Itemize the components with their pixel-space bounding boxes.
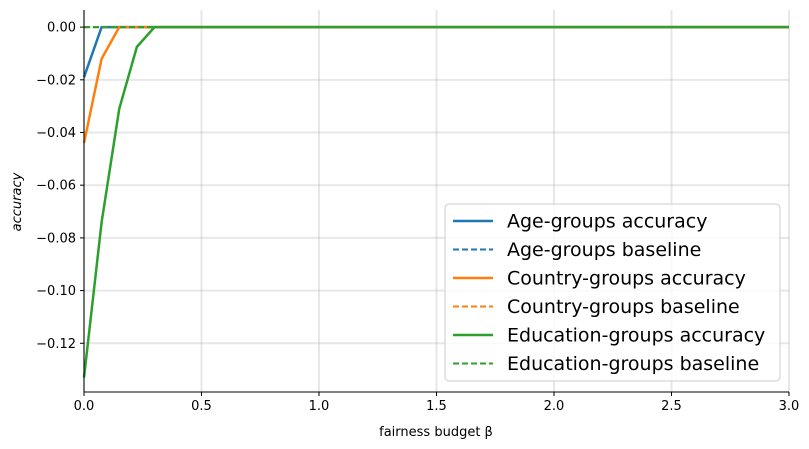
x-tick-label: 2.0 xyxy=(544,399,565,414)
x-tick-label: 3.0 xyxy=(779,399,800,414)
legend-box xyxy=(444,203,781,382)
series-lines xyxy=(82,25,789,378)
legend: Age-groups accuracy Age-groups baseline Co… xyxy=(444,203,781,382)
legend-label-education-groups-accuracy: Education-groups accuracy xyxy=(507,325,765,347)
legend-label-age-groups-baseline: Age-groups baseline xyxy=(507,239,701,261)
legend-label-education-groups-baseline: Education-groups baseline xyxy=(507,353,759,375)
y-axis-label: accuracy xyxy=(10,172,25,231)
y-tick-label: 0.00 xyxy=(47,21,76,36)
y-tick-label: −0.10 xyxy=(36,284,76,299)
x-tick-label: 0.0 xyxy=(74,399,95,414)
x-tick-label: 1.0 xyxy=(309,399,330,414)
x-axis-label: fairness budget β xyxy=(379,425,493,440)
x-tick-label: 2.5 xyxy=(661,399,682,414)
legend-label-age-groups-accuracy: Age-groups accuracy xyxy=(507,211,707,233)
x-tick-label: 1.5 xyxy=(426,399,447,414)
x-axis-ticks: 0.0 0.5 1.0 1.5 2.0 2.5 3.0 xyxy=(74,392,800,414)
x-tick-label: 0.5 xyxy=(191,399,212,414)
y-tick-label: −0.04 xyxy=(36,126,76,141)
legend-label-country-groups-accuracy: Country-groups accuracy xyxy=(507,268,746,290)
y-axis-ticks: 0.00 −0.02 −0.04 −0.06 −0.08 −0.10 −0.12 xyxy=(36,21,84,352)
y-tick-label: −0.08 xyxy=(36,231,76,246)
y-tick-label: −0.02 xyxy=(36,73,76,88)
y-tick-label: −0.12 xyxy=(36,337,76,352)
legend-label-country-groups-baseline: Country-groups baseline xyxy=(507,296,740,318)
y-tick-label: −0.06 xyxy=(36,179,76,194)
